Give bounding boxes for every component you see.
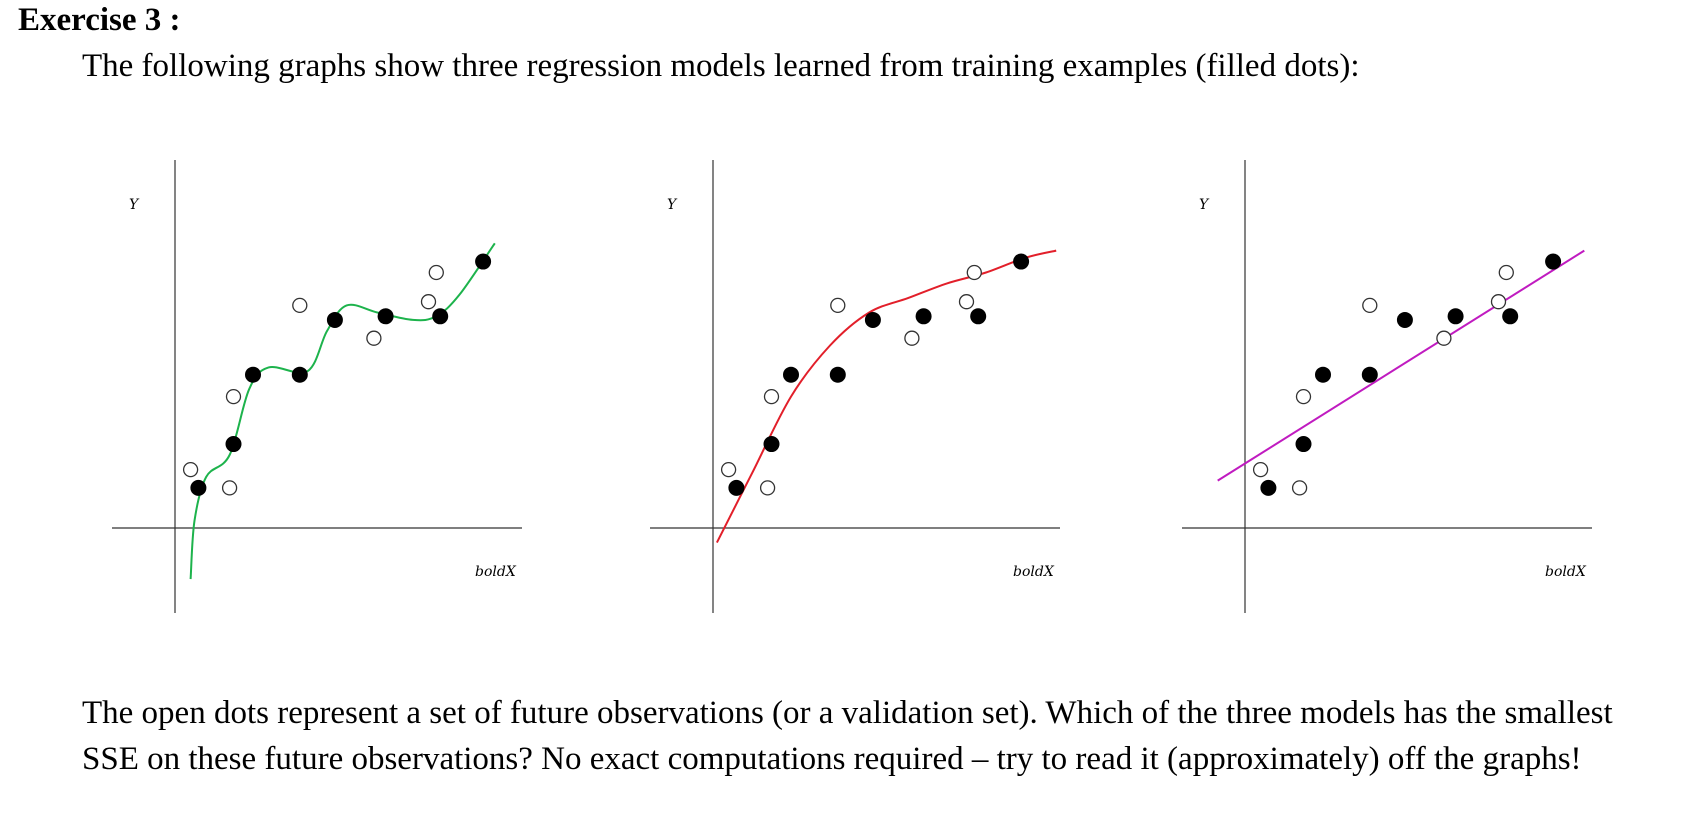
- exercise-title: Exercise 3 :: [18, 2, 181, 38]
- y-axis-label: Y: [1199, 197, 1210, 213]
- validation-point: [1362, 297, 1378, 314]
- training-point: [432, 308, 449, 325]
- training-point: [1260, 479, 1277, 496]
- validation-point: [904, 330, 920, 346]
- y-axis-label: Y: [667, 197, 678, 213]
- training-point: [1447, 308, 1464, 325]
- validation-point: [1252, 461, 1269, 478]
- training-point: [377, 308, 394, 325]
- validation-point: [1436, 330, 1452, 346]
- validation-point: [1490, 294, 1507, 310]
- training-point: [1013, 253, 1030, 270]
- validation-point: [830, 297, 846, 314]
- validation-point: [366, 330, 382, 346]
- intro-text: The following graphs show three regressi…: [82, 48, 1360, 84]
- training-point: [915, 308, 932, 325]
- question-text: The open dots represent a set of future …: [82, 695, 1613, 777]
- training-point: [783, 366, 799, 383]
- training-point: [728, 479, 745, 496]
- validation-point: [221, 480, 238, 496]
- validation-point: [1498, 264, 1514, 281]
- training-point: [829, 366, 846, 383]
- validation-point: [958, 294, 975, 310]
- y-axis-label: Y: [129, 197, 140, 213]
- training-point: [475, 253, 492, 270]
- training-point: [245, 366, 261, 383]
- validation-point: [225, 388, 242, 405]
- validation-point: [292, 297, 308, 314]
- validation-point: [1291, 480, 1308, 496]
- x-axis-label: boldX: [1013, 564, 1055, 580]
- x-axis-label: boldX: [475, 564, 517, 580]
- training-point: [291, 366, 308, 383]
- validation-point: [763, 388, 780, 405]
- training-point: [326, 311, 343, 328]
- x-axis-label: boldX: [1545, 564, 1587, 580]
- training-point: [190, 479, 207, 496]
- training-point: [1315, 366, 1331, 383]
- validation-point: [759, 480, 776, 496]
- training-point: [1502, 308, 1519, 325]
- training-point: [970, 308, 987, 325]
- validation-point: [420, 294, 437, 310]
- validation-point: [428, 264, 444, 281]
- training-point: [1361, 366, 1378, 383]
- validation-point: [1295, 388, 1312, 405]
- training-point: [864, 311, 881, 328]
- training-point: [1545, 253, 1562, 270]
- training-point: [225, 436, 242, 453]
- training-point: [1295, 436, 1312, 453]
- validation-point: [182, 461, 199, 478]
- validation-point: [966, 264, 982, 281]
- model-curve: [189, 242, 496, 580]
- validation-point: [720, 461, 737, 478]
- model-curve: [1217, 249, 1585, 482]
- training-point: [763, 436, 780, 453]
- training-point: [1396, 311, 1413, 328]
